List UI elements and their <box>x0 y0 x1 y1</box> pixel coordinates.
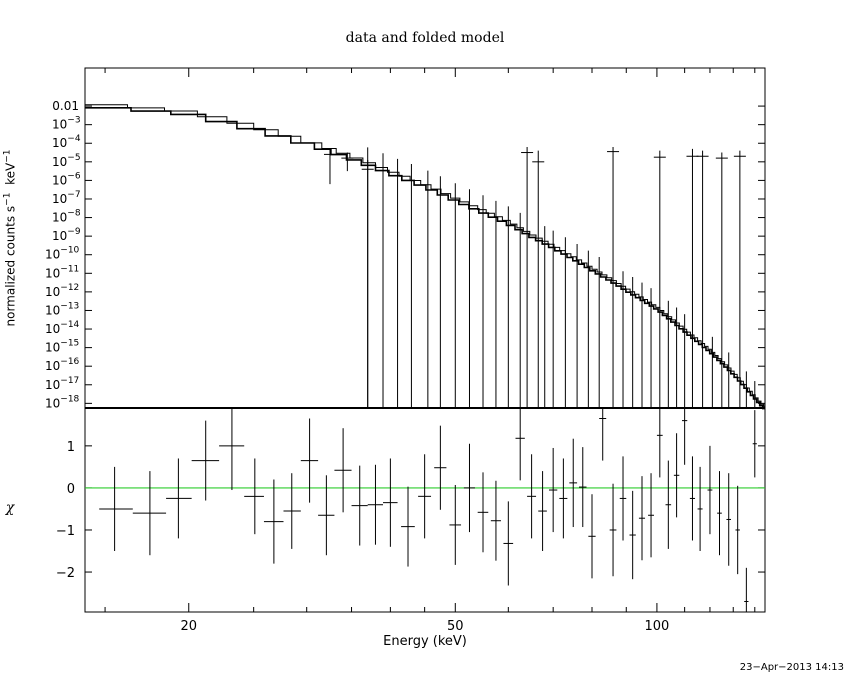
y-tick-label-top: 10−7 <box>52 190 81 206</box>
y-tick-label-top: 10−18 <box>45 394 80 410</box>
y-tick-label-bottom: 1 <box>67 440 75 455</box>
x-tick-label: 50 <box>447 619 464 634</box>
y-tick-label-top: 0.01 <box>52 99 79 113</box>
y-tick-label-top: 10−13 <box>45 301 79 317</box>
y-tick-label-top: 10−10 <box>45 246 80 262</box>
timestamp: 23−Apr−2013 14:13 <box>739 662 844 673</box>
y-tick-label-bottom: −1 <box>56 524 75 539</box>
y-tick-label-bottom: 0 <box>67 482 75 497</box>
y-tick-label-top: 10−17 <box>45 376 79 392</box>
x-axis-label: Energy (keV) <box>383 634 467 649</box>
y-tick-label-top: 10−12 <box>45 283 79 299</box>
chart-title: data and folded model <box>345 30 505 46</box>
x-tick-label: 100 <box>645 619 670 634</box>
top-panel-frame <box>84 67 766 409</box>
x-tick-label: 20 <box>180 619 197 634</box>
y-tick-label-bottom: −2 <box>56 566 75 581</box>
y-tick-label-top: 10−8 <box>52 209 81 225</box>
y-tick-label-top: 10−9 <box>52 227 81 243</box>
y-tick-label-top: 10−4 <box>52 134 81 150</box>
data-step-line <box>85 107 765 410</box>
y-tick-label-top: 10−11 <box>45 264 79 280</box>
y-axis-label-bottom: χ <box>5 500 15 516</box>
y-tick-label-top: 10−3 <box>52 116 81 132</box>
y-tick-label-top: 10−16 <box>45 357 80 373</box>
y-tick-label-top: 10−5 <box>52 153 81 169</box>
model-step-line <box>85 104 765 407</box>
y-tick-label-top: 10−15 <box>45 339 79 355</box>
y-tick-label-top: 10−14 <box>45 320 80 336</box>
y-tick-label-top: 10−6 <box>52 171 81 187</box>
